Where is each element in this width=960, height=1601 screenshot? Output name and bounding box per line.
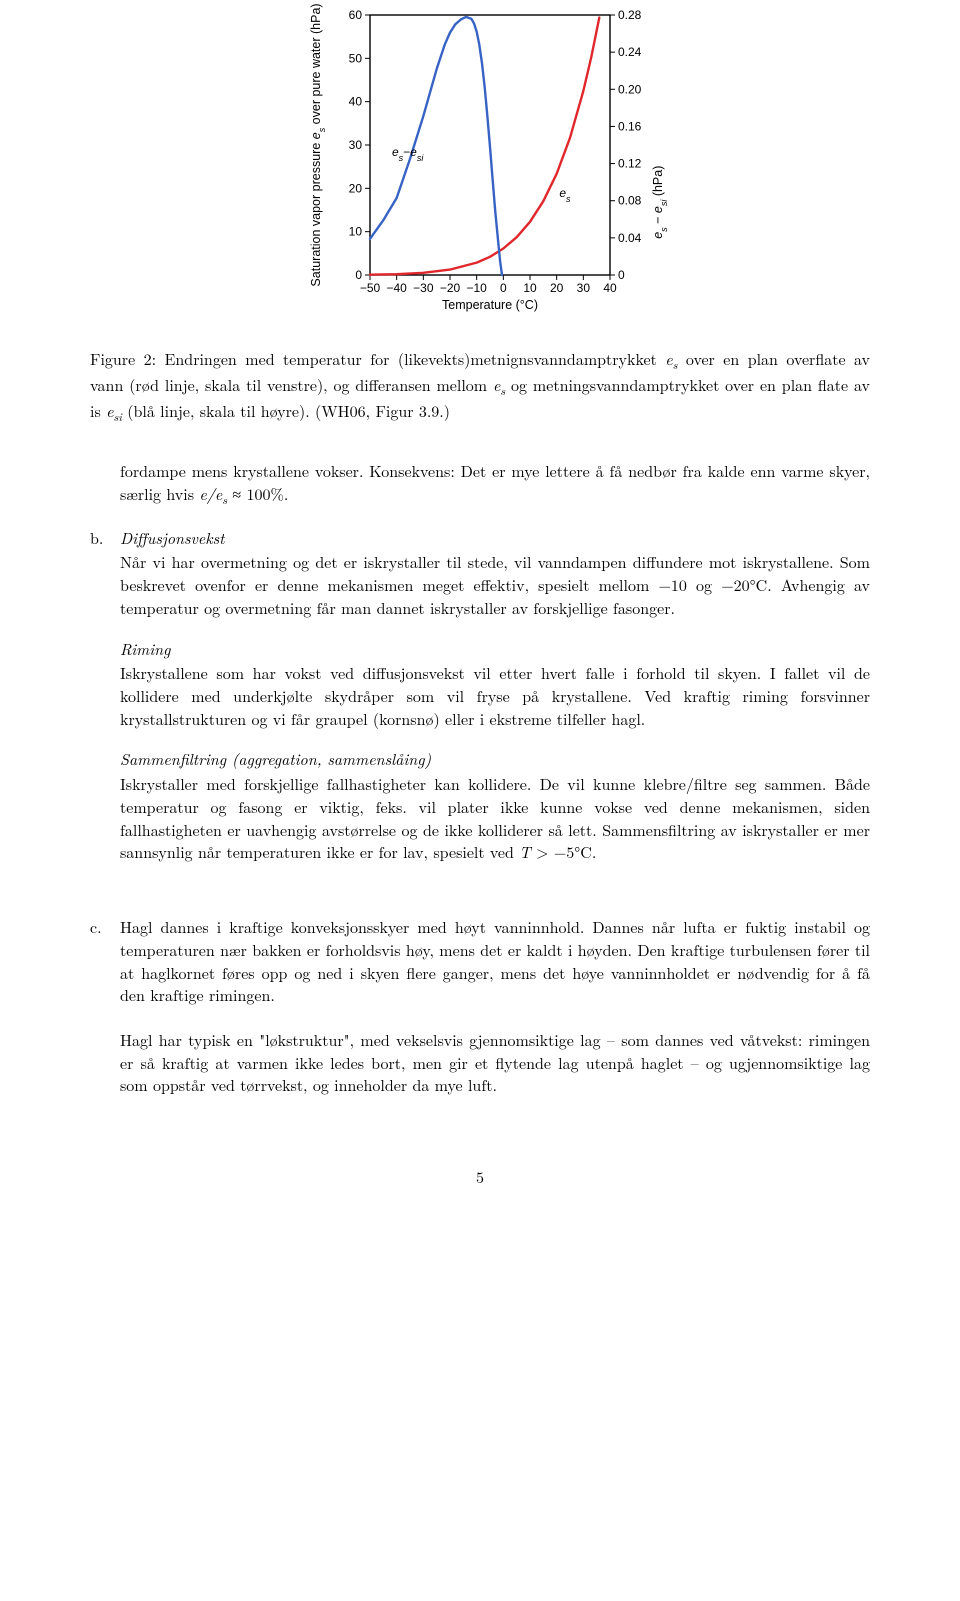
item-c-bullet: c. xyxy=(90,916,120,1115)
svg-text:0.08: 0.08 xyxy=(618,194,642,208)
figure-caption: Figure 2: Endringen med temperatur for (… xyxy=(90,348,870,426)
svg-text:40: 40 xyxy=(349,95,363,109)
item-b-sammen-heading: Sammenfiltring (aggregation, sammenslåin… xyxy=(120,748,870,771)
svg-text:60: 60 xyxy=(349,8,363,22)
svg-text:0.24: 0.24 xyxy=(618,45,642,59)
svg-text:30: 30 xyxy=(577,281,591,295)
svg-text:−30: −30 xyxy=(413,281,434,295)
svg-text:0.16: 0.16 xyxy=(618,119,642,133)
svg-text:10: 10 xyxy=(349,225,363,239)
svg-text:−40: −40 xyxy=(386,281,407,295)
item-b: b. Diffusjonsvekst Når vi har overmetnin… xyxy=(90,527,870,892)
svg-text:0: 0 xyxy=(618,268,625,282)
svg-text:0: 0 xyxy=(500,281,507,295)
item-b-sammen-text: Iskrystaller med forskjellige fallhastig… xyxy=(120,773,870,864)
chart-container: −50 −40 −30 −20 −10 0 10 20 30 40 Temperature (°C)… xyxy=(90,0,870,330)
svg-text:−20: −20 xyxy=(440,281,461,295)
figure-caption-text: Endringen med temperatur for (likevekts)… xyxy=(90,347,870,422)
svg-text:40: 40 xyxy=(603,281,617,295)
svg-text:0.20: 0.20 xyxy=(618,82,642,96)
item-c-p1: Hagl dannes i kraftige konveksjonsskyer … xyxy=(120,916,870,1007)
svg-text:es: es xyxy=(559,186,571,204)
item-c: c. Hagl dannes i kraftige konveksjonssky… xyxy=(90,916,870,1115)
svg-text:−10: −10 xyxy=(466,281,487,295)
svg-text:0.04: 0.04 xyxy=(618,231,642,245)
svg-text:20: 20 xyxy=(349,181,363,195)
svg-text:50: 50 xyxy=(349,51,363,65)
svg-text:−50: −50 xyxy=(360,281,381,295)
svg-text:30: 30 xyxy=(349,138,363,152)
item-b-bullet: b. xyxy=(90,527,120,892)
svg-text:es−esi: es−esi xyxy=(392,145,424,163)
saturation-vapor-chart: −50 −40 −30 −20 −10 0 10 20 30 40 Temperature (°C)… xyxy=(280,0,680,330)
svg-text:Temperature (°C): Temperature (°C) xyxy=(442,298,538,312)
svg-text:10: 10 xyxy=(523,281,537,295)
item-b-riming-heading: Riming xyxy=(120,638,870,661)
item-b-diffusjon-heading: Diffusjonsvekst xyxy=(120,527,870,550)
item-b-diffusjon-text: Når vi har overmetning og det er iskryst… xyxy=(120,551,870,619)
svg-text:es − esi (hPa): es − esi (hPa) xyxy=(651,166,669,239)
svg-text:0.28: 0.28 xyxy=(618,8,642,22)
page-number: 5 xyxy=(90,1165,870,1188)
item-b-riming-text: Iskrystallene som har vokst ved diffusjo… xyxy=(120,662,870,730)
item-c-p2: Hagl har typisk en "løkstruktur", med ve… xyxy=(120,1029,870,1097)
figure-label: Figure 2: xyxy=(90,347,156,370)
para-a-continuation: fordampe mens krystallene vokser. Konsek… xyxy=(120,460,870,509)
svg-text:Saturation vapor pressure es o: Saturation vapor pressure es over pure w… xyxy=(309,3,327,286)
svg-text:20: 20 xyxy=(550,281,564,295)
svg-text:0: 0 xyxy=(355,268,362,282)
svg-text:0.12: 0.12 xyxy=(618,157,642,171)
